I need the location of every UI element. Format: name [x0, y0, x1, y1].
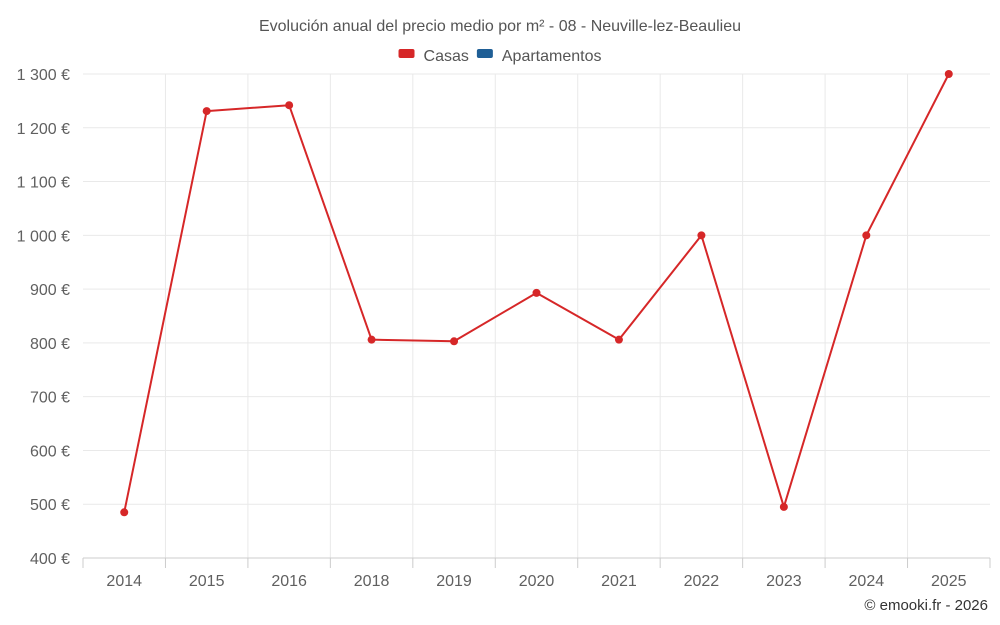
- legend-swatch: [398, 49, 415, 58]
- x-tick-label: 2023: [766, 573, 802, 590]
- data-point[interactable]: [367, 335, 376, 344]
- series-layer: [120, 70, 953, 517]
- legend-label: Apartamentos: [502, 48, 602, 65]
- grid: [83, 73, 990, 558]
- x-tick-label: 2018: [354, 573, 390, 590]
- y-tick-label: 1 300 €: [17, 67, 70, 84]
- chart-title: Evolución anual del precio medio por m² …: [259, 18, 741, 35]
- x-tick-label: 2021: [601, 573, 637, 590]
- y-tick-label: 500 €: [30, 497, 70, 514]
- x-tick-label: 2016: [271, 573, 307, 590]
- legend-label: Casas: [424, 48, 469, 65]
- x-tick-label: 2019: [436, 573, 472, 590]
- x-tick-label: 2015: [189, 573, 225, 590]
- legend-item-casas[interactable]: Casas: [398, 48, 469, 65]
- data-point[interactable]: [614, 335, 623, 344]
- y-tick-label: 600 €: [30, 443, 70, 460]
- x-tick-label: 2022: [684, 573, 720, 590]
- data-point[interactable]: [450, 337, 459, 346]
- x-tick-label: 2014: [106, 573, 142, 590]
- data-point[interactable]: [120, 508, 129, 517]
- x-tick-label: 2024: [849, 573, 885, 590]
- y-axis: 400 € 500 € 600 € 700 € 800 € 900 € 1 000 € 1 1…: [17, 67, 70, 568]
- y-tick-label: 1 000 €: [17, 228, 70, 245]
- data-point[interactable]: [944, 70, 953, 78]
- data-point[interactable]: [532, 288, 541, 297]
- credit-text: © emooki.fr - 2026: [864, 597, 988, 614]
- legend-item-apartamentos[interactable]: Apartamentos: [476, 48, 602, 65]
- data-point[interactable]: [697, 231, 706, 240]
- x-tick-label: 2020: [519, 573, 555, 590]
- y-tick-label: 400 €: [30, 551, 70, 568]
- legend: Casas Apartamentos: [398, 48, 602, 65]
- y-tick-label: 1 200 €: [17, 121, 70, 138]
- data-point[interactable]: [779, 502, 788, 511]
- legend-swatch: [476, 49, 493, 58]
- data-point[interactable]: [862, 231, 871, 240]
- data-point[interactable]: [202, 107, 211, 116]
- y-tick-label: 900 €: [30, 282, 70, 299]
- x-tick-label: 2025: [931, 573, 967, 590]
- x-axis: 2014 2015 2016 2018 2019 2020 2021 2022 2023 2024…: [82, 557, 991, 590]
- y-tick-label: 1 100 €: [17, 175, 70, 192]
- data-point[interactable]: [285, 101, 294, 110]
- y-tick-label: 800 €: [30, 336, 70, 353]
- y-tick-label: 700 €: [30, 390, 70, 407]
